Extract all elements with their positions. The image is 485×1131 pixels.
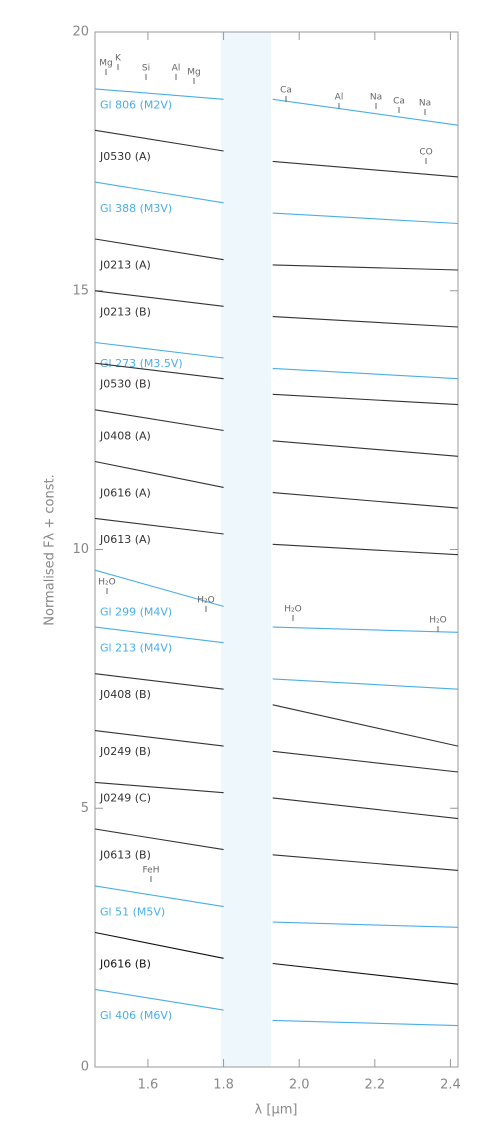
spectrum-line	[94, 885, 224, 908]
spectrum-line	[94, 569, 224, 607]
spectrum-line	[94, 781, 224, 794]
spectrum-label: J0530 (A)	[99, 150, 151, 163]
spectrum-label: J0616 (B)	[99, 957, 151, 970]
spectrum-line	[272, 678, 459, 690]
line-annotation: H₂O	[98, 578, 115, 588]
spectrum-line	[94, 409, 224, 432]
spectrum-line	[94, 181, 224, 204]
line-annotation: H₂O	[429, 616, 446, 626]
spectrum-line	[94, 828, 224, 851]
spectrum-line	[272, 797, 459, 820]
line-annotation: K	[115, 54, 122, 64]
spectrum-label: Gl 806 (M2V)	[100, 98, 172, 111]
line-annotation: Si	[142, 64, 150, 74]
spectrum-line	[94, 730, 224, 747]
spectrum-line	[94, 290, 224, 307]
x-tick-label: 1.8	[213, 1078, 234, 1093]
spectrum-line	[272, 626, 459, 633]
spectrum-line	[272, 962, 459, 985]
spectrum-line	[272, 98, 459, 126]
spectrum-label: J0249 (B)	[99, 745, 151, 758]
spectrum-label: Gl 51 (M5V)	[100, 906, 165, 919]
line-annotation: Al	[172, 64, 181, 74]
spectrum-line	[94, 460, 224, 488]
spectrum-line	[94, 931, 224, 959]
spectrum-label: Gl 388 (M3V)	[100, 202, 172, 215]
spectrum-label: Gl 273 (M3.5V)	[100, 357, 183, 370]
x-tick-label: 1.6	[138, 1078, 159, 1093]
line-annotation: CO	[419, 148, 432, 158]
spectrum-label: J0408 (B)	[99, 688, 151, 701]
y-tick-label: 20	[72, 25, 89, 40]
spectrum-line	[272, 264, 459, 271]
spectrum-line	[272, 316, 459, 328]
spectrum-label: J0249 (C)	[99, 792, 151, 805]
line-annotation: Na	[370, 93, 382, 103]
spectrum-line	[272, 440, 459, 457]
spectrum-line	[94, 626, 224, 644]
line-annotation: Na	[419, 99, 431, 109]
y-tick-label: 5	[81, 801, 89, 816]
spectrum-line	[94, 362, 224, 380]
spectrum-label: J0213 (B)	[99, 305, 151, 318]
telluric-band	[221, 32, 271, 1067]
spectrum-line	[272, 704, 459, 747]
spectrum-line	[94, 341, 224, 359]
y-tick-label: 15	[72, 283, 89, 298]
spectrum-label: J0530 (B)	[99, 378, 151, 391]
spectrum-label: J0408 (A)	[99, 429, 151, 442]
spectrum-label: Gl 406 (M6V)	[100, 1009, 172, 1022]
spectrum-line	[272, 1019, 459, 1027]
y-tick-label: 10	[72, 542, 89, 557]
x-tick-label: 2.2	[364, 1078, 385, 1093]
y-axis-title: Normalised Fλ + const.	[43, 474, 58, 625]
spectrum-line	[272, 492, 459, 509]
line-annotation: Ca	[393, 97, 405, 107]
spectrum-line	[272, 393, 459, 406]
line-annotation: Ca	[280, 86, 292, 96]
spectrum-label: J0613 (B)	[99, 849, 151, 862]
line-annotation: H₂O	[197, 596, 214, 606]
y-tick-label: 0	[81, 1060, 89, 1075]
line-annotation: FeH	[143, 866, 160, 876]
spectrum-label: J0613 (A)	[99, 533, 151, 546]
spectrum-label: Gl 213 (M4V)	[100, 642, 172, 655]
spectrum-label: J0213 (A)	[99, 259, 151, 272]
spectrum-label: J0616 (A)	[99, 486, 151, 499]
spectrum-label: Gl 299 (M4V)	[100, 605, 172, 618]
x-axis-title: λ [μm]	[255, 1103, 298, 1118]
line-annotation: Al	[335, 93, 344, 103]
spectrum-line	[94, 88, 224, 100]
x-tick-label: 2.4	[440, 1078, 461, 1093]
spectrum-line	[94, 517, 224, 535]
x-tick-label: 2.0	[289, 1078, 310, 1093]
spectrum-line	[272, 212, 459, 225]
spectrum-line	[94, 238, 224, 261]
spectrum-line	[94, 988, 224, 1011]
line-annotation: Mg	[187, 68, 200, 78]
spectrum-line	[94, 673, 224, 690]
spectrum-line	[272, 367, 459, 380]
spectrum-line	[272, 543, 459, 556]
line-annotation: Mg	[99, 59, 112, 69]
spectrum-line	[272, 921, 459, 928]
line-annotation: H₂O	[284, 605, 301, 615]
spectrum-line	[94, 129, 224, 152]
spectrum-line	[272, 160, 459, 178]
spectrum-line	[272, 854, 459, 871]
spectrum-line	[272, 750, 459, 773]
